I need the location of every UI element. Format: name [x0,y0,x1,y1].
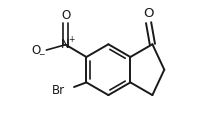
Text: Br: Br [52,84,65,97]
Text: O: O [61,9,70,22]
Text: −: − [38,51,44,60]
Text: +: + [68,35,75,44]
Text: O: O [32,44,41,57]
Text: N: N [61,38,70,51]
Text: O: O [143,7,154,20]
